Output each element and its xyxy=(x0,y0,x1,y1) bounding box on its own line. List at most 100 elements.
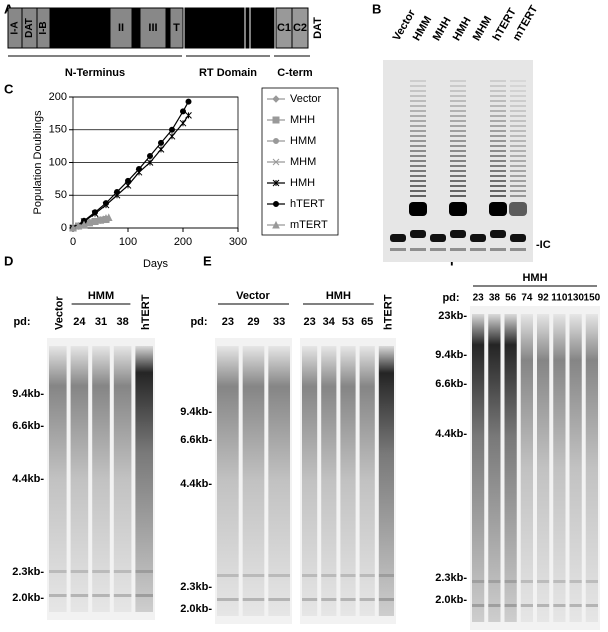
domain-block xyxy=(245,7,250,49)
size-marker: 2.3kb- xyxy=(180,581,212,593)
marker xyxy=(272,158,280,166)
ladder-band xyxy=(410,115,426,117)
marker xyxy=(146,159,154,166)
ladder-band xyxy=(410,130,426,132)
size-marker: 6.6kb- xyxy=(180,434,212,446)
ladder-band xyxy=(490,150,506,152)
size-marker: 2.0kb- xyxy=(12,592,44,604)
marker xyxy=(136,166,142,173)
gel-band xyxy=(242,574,265,577)
gel-lane xyxy=(520,314,533,622)
domain-label: I-B xyxy=(38,21,49,34)
gel-band xyxy=(268,574,290,577)
ladder-band xyxy=(410,135,426,137)
ic-band xyxy=(490,248,506,251)
gel-band xyxy=(113,594,132,597)
gel-band xyxy=(49,594,67,597)
domain-label: II xyxy=(118,22,124,34)
ladder-band xyxy=(450,160,466,162)
x-tick-label: 0 xyxy=(70,236,76,248)
ladder-band xyxy=(450,140,466,142)
size-marker: 2.0kb- xyxy=(435,594,467,606)
ladder-band xyxy=(410,80,426,82)
ladder-band xyxy=(450,195,466,197)
gel-band xyxy=(569,604,582,607)
ladder-band xyxy=(410,190,426,192)
ladder-band xyxy=(510,80,526,82)
marker xyxy=(272,179,280,187)
lane-label: mTERT xyxy=(511,3,541,43)
ladder-band xyxy=(490,130,506,132)
pd-label: 23 xyxy=(473,293,485,304)
lane-label: Vector xyxy=(54,296,66,330)
y-tick-label: 0 xyxy=(61,222,67,234)
size-marker: 6.6kb- xyxy=(12,420,44,432)
domain-block xyxy=(184,7,245,49)
domain-block xyxy=(291,7,309,49)
ladder-band xyxy=(410,85,426,87)
marker xyxy=(272,220,280,229)
gel-band xyxy=(520,604,533,607)
ladder-band xyxy=(450,155,466,157)
product-band xyxy=(509,202,527,216)
gel-lane xyxy=(135,346,153,612)
ladder-band xyxy=(410,95,426,97)
ladder-band xyxy=(490,170,506,172)
ladder-band xyxy=(410,105,426,107)
group-label: HMH xyxy=(522,272,547,284)
ic-band xyxy=(510,248,526,251)
gel-band xyxy=(472,604,485,607)
ladder-band xyxy=(410,145,426,147)
ladder-band xyxy=(450,185,466,187)
pd-label: 29 xyxy=(247,316,259,328)
ladder-band xyxy=(450,145,466,147)
pd-label: 33 xyxy=(273,316,285,328)
pd-label: 31 xyxy=(95,316,107,328)
domain-label: I-A xyxy=(10,21,21,34)
gel-band xyxy=(92,594,110,597)
region-label: C-term xyxy=(277,67,313,79)
ladder-band xyxy=(490,165,506,167)
ladder-band xyxy=(510,110,526,112)
legend-label: HMH xyxy=(290,177,315,189)
ic-band xyxy=(390,248,406,251)
ladder-band xyxy=(510,100,526,102)
pd-row-label: pd: xyxy=(190,316,207,328)
panel-letter: E xyxy=(203,253,212,268)
marker xyxy=(104,213,113,222)
size-marker: 4.4kb- xyxy=(180,478,212,490)
marker xyxy=(169,126,175,133)
ladder-band xyxy=(510,90,526,92)
ladder-band xyxy=(410,175,426,177)
ladder-band xyxy=(450,130,466,132)
marker xyxy=(179,119,187,127)
gel-band xyxy=(217,598,239,601)
ladder-band xyxy=(510,135,526,137)
legend-label: HMM xyxy=(290,135,316,147)
series-line xyxy=(72,101,190,229)
ladder-band xyxy=(450,150,466,152)
ladder-band xyxy=(510,140,526,142)
marker xyxy=(272,95,280,103)
marker xyxy=(273,138,279,144)
ladder-band xyxy=(490,115,506,117)
marker xyxy=(180,108,186,115)
size-marker: 4.4kb- xyxy=(12,473,44,485)
gel-lane xyxy=(92,346,110,612)
ladder-band xyxy=(490,95,506,97)
ladder-band xyxy=(450,80,466,82)
ladder-band xyxy=(450,115,466,117)
ladder-band xyxy=(410,90,426,92)
size-marker: 6.6kb- xyxy=(435,378,467,390)
ladder-band xyxy=(410,155,426,157)
gel-lane xyxy=(113,346,132,612)
ic-band xyxy=(410,230,426,238)
ic-band xyxy=(470,234,486,242)
marker xyxy=(157,146,165,153)
marker xyxy=(114,188,120,195)
marker xyxy=(103,200,109,207)
gel-lane xyxy=(569,314,582,622)
ladder-band xyxy=(490,175,506,177)
pd-label: 38 xyxy=(116,316,128,328)
gel-band xyxy=(135,570,153,573)
